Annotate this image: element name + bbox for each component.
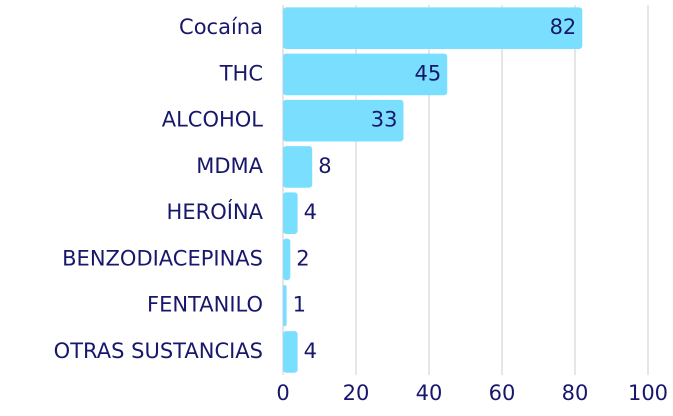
y-tick-label: MDMA [196,154,263,178]
data-label: 45 [415,61,442,85]
bar [283,146,313,188]
data-label: 4 [304,200,317,224]
y-tick-label: THC [219,61,263,85]
data-label: 33 [371,108,398,132]
bar [283,53,448,96]
x-tick-label: 40 [416,381,443,405]
bar [283,284,287,327]
x-tick-label: 80 [562,381,589,405]
bar [283,192,298,234]
x-tick-label: 60 [489,381,516,405]
x-tick-label: 0 [276,381,289,405]
y-tick-label: HEROÍNA [167,199,264,224]
y-tick-label: ALCOHOL [162,108,264,132]
bar [283,99,404,142]
bar [283,7,583,49]
data-label: 82 [550,15,577,39]
bar [283,238,291,281]
x-tick-label: 20 [343,381,370,405]
y-tick-label: FENTANILO [147,293,263,317]
x-tick-label: 100 [628,381,668,405]
data-label: 4 [304,339,317,363]
y-tick-label: Cocaína [179,15,263,39]
y-tick-label: OTRAS SUSTANCIAS [54,339,263,363]
data-label: 2 [296,246,309,270]
bar [283,331,298,373]
data-label: 8 [318,154,331,178]
data-label: 1 [293,293,306,317]
y-tick-label: BENZODIACEPINAS [62,246,263,270]
